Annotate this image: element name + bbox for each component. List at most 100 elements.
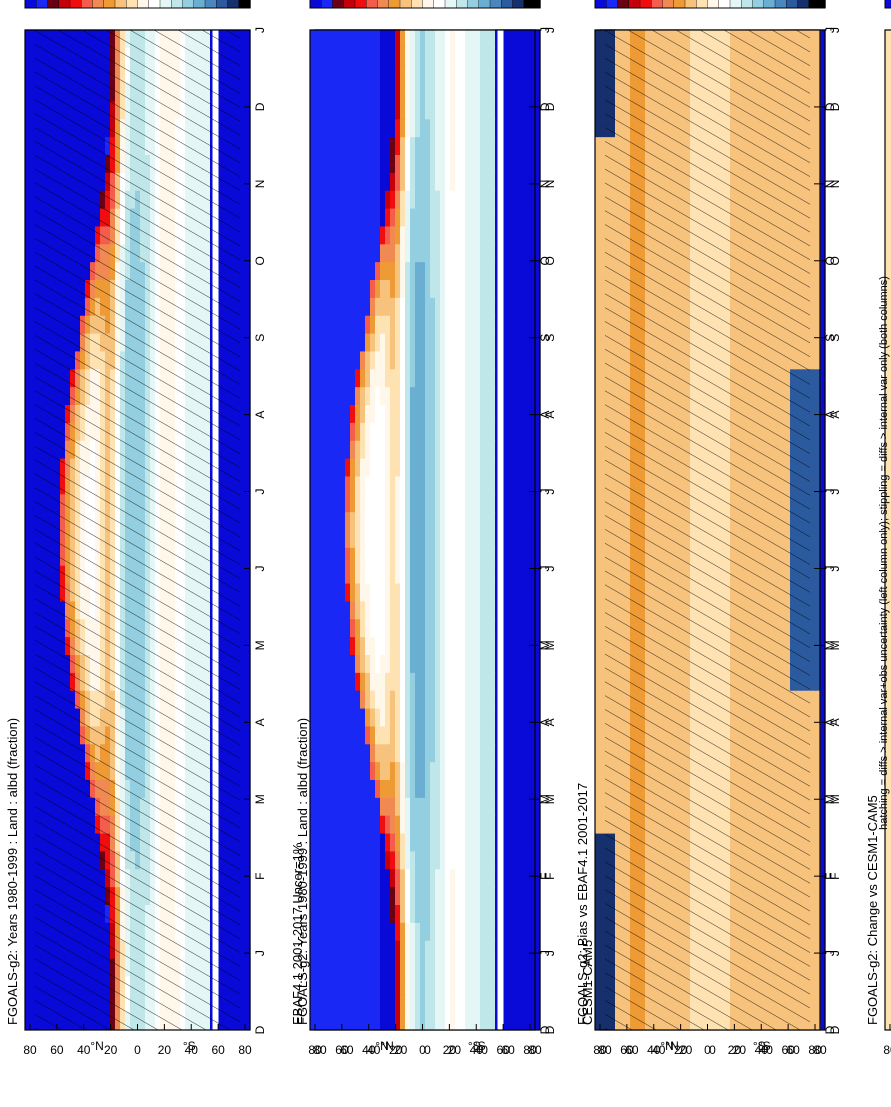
heatmap-cell <box>25 940 31 959</box>
heatmap-cell <box>240 172 246 191</box>
heatmap-cell <box>240 957 246 977</box>
heatmap-cell <box>240 922 246 941</box>
heatmap-cell <box>30 868 36 888</box>
heatmap-cell <box>25 600 31 620</box>
legend-swatch <box>137 0 150 9</box>
heatmap-cell <box>240 82 246 102</box>
heatmap-cell <box>240 672 246 691</box>
heatmap-cell <box>30 832 36 852</box>
heatmap-cell <box>25 279 31 298</box>
heatmap-cell <box>240 600 246 620</box>
heatmap-cell <box>245 957 251 977</box>
heatmap-cell <box>30 618 36 638</box>
heatmap-cell <box>25 440 31 459</box>
heatmap-cell <box>25 136 31 155</box>
x-tick-label: J <box>253 950 267 956</box>
heatmap-cell <box>25 154 31 173</box>
heatmap-cell <box>245 850 251 870</box>
heatmap-cell <box>30 475 36 495</box>
heatmap-cell <box>240 618 246 638</box>
heatmap-cell <box>25 493 31 513</box>
heatmap-cell <box>25 422 31 441</box>
heatmap-cell <box>240 707 246 727</box>
y-hemisphere-label: °N <box>90 1039 103 1053</box>
significance-pattern <box>35 30 240 1030</box>
legend-swatch <box>238 0 251 9</box>
heatmap-cell <box>25 118 31 138</box>
heatmap-cell <box>240 1011 246 1030</box>
heatmap-cell <box>30 136 36 155</box>
heatmap-cell <box>240 725 246 745</box>
heatmap-cell <box>25 368 31 388</box>
heatmap-cell <box>240 565 246 584</box>
heatmap-cell <box>25 225 31 245</box>
x-tick-label: J <box>253 489 267 495</box>
heatmap-cell <box>30 940 36 959</box>
y-tick-label: 60 <box>211 1043 225 1057</box>
heatmap-cell <box>240 386 246 405</box>
y-tick-label: 80 <box>238 1043 252 1057</box>
heatmap-cell <box>30 904 36 923</box>
x-tick-label: F <box>253 872 267 879</box>
heatmap-cell <box>30 582 36 602</box>
heatmap-cell <box>25 832 31 852</box>
legend-swatch <box>148 0 161 9</box>
heatmap-cell <box>240 690 246 709</box>
heatmap-cell <box>240 850 246 870</box>
legend-swatch <box>159 0 172 9</box>
heatmap-cell <box>30 725 36 745</box>
heatmap-cell <box>30 404 36 423</box>
heatmap-cell <box>30 154 36 173</box>
heatmap-cell <box>25 65 31 84</box>
heatmap-cell <box>30 457 36 477</box>
heatmap-cell <box>30 636 36 655</box>
heatmap-cell <box>245 940 251 959</box>
heatmap-cell <box>30 850 36 870</box>
heatmap-cell <box>245 975 251 995</box>
heatmap-cell <box>240 832 246 852</box>
heatmap-cell <box>240 315 246 334</box>
x-tick-label: J <box>253 565 267 571</box>
heatmap-cell <box>30 422 36 441</box>
heatmap-cell <box>245 993 251 1013</box>
heatmap-cell <box>240 904 246 923</box>
heatmap-cell <box>25 565 31 584</box>
heatmap-cell <box>240 243 246 263</box>
y-tick-label: 0 <box>134 1043 141 1057</box>
heatmap-cell <box>25 957 31 977</box>
heatmap-cell <box>30 332 36 352</box>
heatmap-cell <box>240 547 246 566</box>
heatmap-cell <box>240 368 246 388</box>
heatmap-cell <box>25 315 31 334</box>
heatmap-cell <box>30 350 36 370</box>
heatmap-cell <box>30 225 36 245</box>
heatmap-cell <box>25 243 31 263</box>
heatmap-cell <box>25 636 31 655</box>
legend-swatch <box>216 0 229 9</box>
legend-swatch <box>69 0 82 9</box>
heatmap-cell <box>25 743 31 763</box>
heatmap-cell <box>240 779 246 798</box>
legend-swatch <box>114 0 127 9</box>
legend-swatch <box>81 0 94 9</box>
heatmap-cell <box>240 154 246 173</box>
heatmap-cell <box>25 797 31 816</box>
heatmap-cell <box>30 993 36 1013</box>
heatmap-cell <box>30 922 36 941</box>
y-hemisphere-label: °S <box>183 1039 196 1053</box>
heatmap-cell <box>25 529 31 548</box>
heatmap-cell <box>245 1011 251 1030</box>
heatmap-cell <box>25 82 31 102</box>
heatmap-cell <box>240 404 246 423</box>
heatmap-cell <box>30 190 36 209</box>
hatch-overlay <box>35 30 240 1030</box>
heatmap-cell <box>25 993 31 1013</box>
heatmap-cell <box>30 279 36 298</box>
heatmap-cell <box>240 279 246 298</box>
heatmap-cell <box>245 904 251 923</box>
heatmap-cell <box>245 797 251 816</box>
heatmap-cell <box>30 440 36 459</box>
heatmap-cell <box>240 993 246 1013</box>
heatmap-cell <box>25 475 31 495</box>
heatmap-cell <box>30 707 36 727</box>
